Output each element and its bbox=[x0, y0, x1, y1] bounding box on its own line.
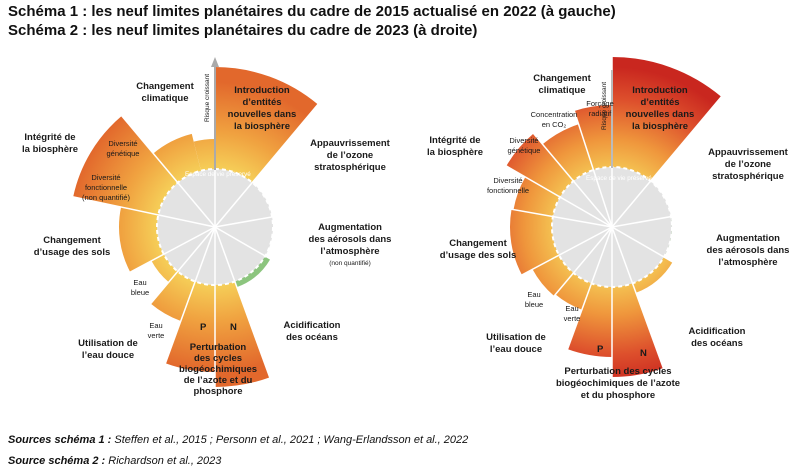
left-label-p: P bbox=[200, 322, 207, 333]
right-label-ocean: Acidification des océans bbox=[688, 326, 745, 349]
schema1-title: Schéma 1 : les neuf limites planétaires … bbox=[8, 3, 616, 20]
left-wedge-blue-water bbox=[151, 253, 179, 283]
left-divider-2 bbox=[214, 197, 378, 228]
diagram-2015-2022: Risque croissant Espace de vie préservé bbox=[53, 57, 378, 392]
right-label-blue-water: Eau bleue bbox=[525, 290, 543, 309]
right-wedge-functional-diversity bbox=[513, 177, 561, 217]
left-label-aerosols: Augmentation des aérosols dans l’atmosphèr… bbox=[309, 222, 392, 257]
right-label-biogeochemical: Perturbation des cycles biogéochimiques d… bbox=[556, 366, 680, 401]
left-label-blue-water: Eau bleue bbox=[131, 278, 149, 297]
left-divider-7 bbox=[68, 226, 216, 306]
left-wedge-nitrogen bbox=[215, 280, 270, 387]
right-label-freshwater: Utilisation de l’eau douce bbox=[486, 332, 546, 355]
left-divider-9 bbox=[157, 226, 216, 383]
left-aerosols-note: (non quantifié) bbox=[329, 260, 371, 267]
left-divider-3 bbox=[214, 226, 359, 311]
left-boundary-wedges bbox=[73, 67, 318, 387]
right-wedge-green-water bbox=[555, 272, 592, 310]
left-label-ozone: Appauvrissement de l’ozone stratosphérique bbox=[310, 138, 391, 173]
right-divider-1 bbox=[557, 60, 613, 228]
left-label-novel-entities: Introduction d’entités nouvelles dans la bi… bbox=[228, 85, 297, 132]
right-wedge-land-use bbox=[510, 209, 560, 275]
right-label-novel-entities: Introduction d’entités nouvelles dans la bi… bbox=[626, 85, 695, 132]
right-boundary-wedges bbox=[506, 57, 722, 377]
right-wedge-co2 bbox=[542, 124, 594, 182]
left-divider-6 bbox=[53, 191, 216, 228]
right-wedge-genetic-diversity bbox=[506, 133, 575, 198]
left-divider-4 bbox=[214, 226, 273, 383]
right-label-climate: Changement climatique bbox=[533, 73, 591, 96]
right-divider-3 bbox=[460, 138, 613, 228]
right-label-genetic-diversity: Diversité génétique bbox=[508, 136, 541, 155]
right-wedge-nitrogen bbox=[612, 282, 664, 377]
left-risk-arrow-icon bbox=[211, 57, 219, 67]
left-wedge-climate bbox=[153, 133, 202, 184]
left-divider-1 bbox=[214, 100, 322, 228]
right-label-radiative-forcing: Forçage radiatif bbox=[586, 99, 614, 118]
right-wedge-ocean bbox=[632, 256, 673, 293]
left-wedge-novel-entities bbox=[215, 67, 318, 184]
left-sector-dividers bbox=[53, 62, 378, 392]
left-wedge-phosphorus bbox=[165, 280, 215, 372]
right-divider-7 bbox=[551, 226, 613, 392]
left-label-genetic-diversity: Diversité génétique bbox=[107, 139, 140, 158]
left-label-n: N bbox=[230, 322, 237, 333]
left-wedge-climate-inner bbox=[193, 139, 215, 172]
right-label-biosphere: Intégrité de la biosphère bbox=[427, 135, 483, 158]
left-risk-label: Risque croissant bbox=[204, 74, 211, 122]
left-label-ocean: Acidification des océans bbox=[283, 320, 340, 343]
right-wedge-novel-entities bbox=[612, 57, 722, 182]
left-label-land-use: Changement d’usage des sols bbox=[34, 235, 111, 258]
right-risk-label: Risque croissant bbox=[601, 82, 608, 130]
right-label-co2: Concentration en CO₂ bbox=[531, 110, 578, 129]
left-label-functional-diversity: Diversité fonctionnelle (non quantifié) bbox=[82, 173, 130, 202]
schema2-title: Schéma 2 : les neuf limites planétaires … bbox=[8, 22, 478, 39]
left-divider-5 bbox=[108, 100, 216, 228]
right-divider-4 bbox=[439, 195, 613, 228]
source-schema1: Sources schéma 1 : Steffen et al., 2015 … bbox=[8, 434, 469, 446]
right-wedge-phosphorus bbox=[567, 282, 612, 357]
left-wedge-land-use bbox=[119, 207, 165, 273]
right-label-green-water: Eau verte bbox=[564, 304, 581, 323]
right-divider-6 bbox=[498, 226, 613, 362]
right-label-functional-diversity: Diversité fonctionnelle bbox=[487, 176, 529, 195]
right-divider-11 bbox=[611, 195, 785, 228]
right-divider-12 bbox=[611, 92, 726, 228]
diagram-2023: Risque croissant Espace de vie préservé bbox=[439, 52, 785, 402]
left-label-green-water: Eau verte bbox=[148, 321, 165, 340]
right-label-aerosols: Augmentation des aérosols dans l’atmosphèr… bbox=[707, 233, 790, 268]
right-divider-5 bbox=[457, 226, 613, 310]
left-label-biosphere: Intégrité de la biosphère bbox=[22, 132, 78, 155]
left-divider-8 bbox=[108, 226, 216, 354]
right-divider-10 bbox=[611, 226, 764, 316]
left-label-climate: Changement climatique bbox=[136, 81, 194, 104]
right-label-land-use: Changement d’usage des sols bbox=[440, 238, 517, 261]
right-wedge-radiative-forcing bbox=[574, 105, 612, 171]
right-label-ozone: Appauvrissement de l’ozone stratosphérique bbox=[708, 147, 789, 182]
right-wedge-blue-water bbox=[532, 254, 575, 296]
left-wedge-green-water bbox=[150, 270, 196, 321]
right-divider-2 bbox=[498, 92, 613, 228]
right-label-n: N bbox=[640, 348, 647, 359]
right-safe-space-label: Espace de vie préservé bbox=[586, 175, 652, 182]
right-label-p: P bbox=[597, 344, 604, 355]
left-label-freshwater: Utilisation de l’eau douce bbox=[78, 338, 138, 361]
right-divider-9 bbox=[611, 226, 673, 392]
left-safe-boundary bbox=[156, 168, 274, 286]
left-safe-space-label: Espace de vie préservé bbox=[185, 171, 251, 178]
left-wedge-genetic-diversity bbox=[73, 115, 179, 216]
source-schema2: Source schéma 2 : Richardson et al., 202… bbox=[8, 455, 222, 467]
left-label-biogeochemical: Perturbation des cycles biogéochimiques de … bbox=[179, 342, 257, 397]
